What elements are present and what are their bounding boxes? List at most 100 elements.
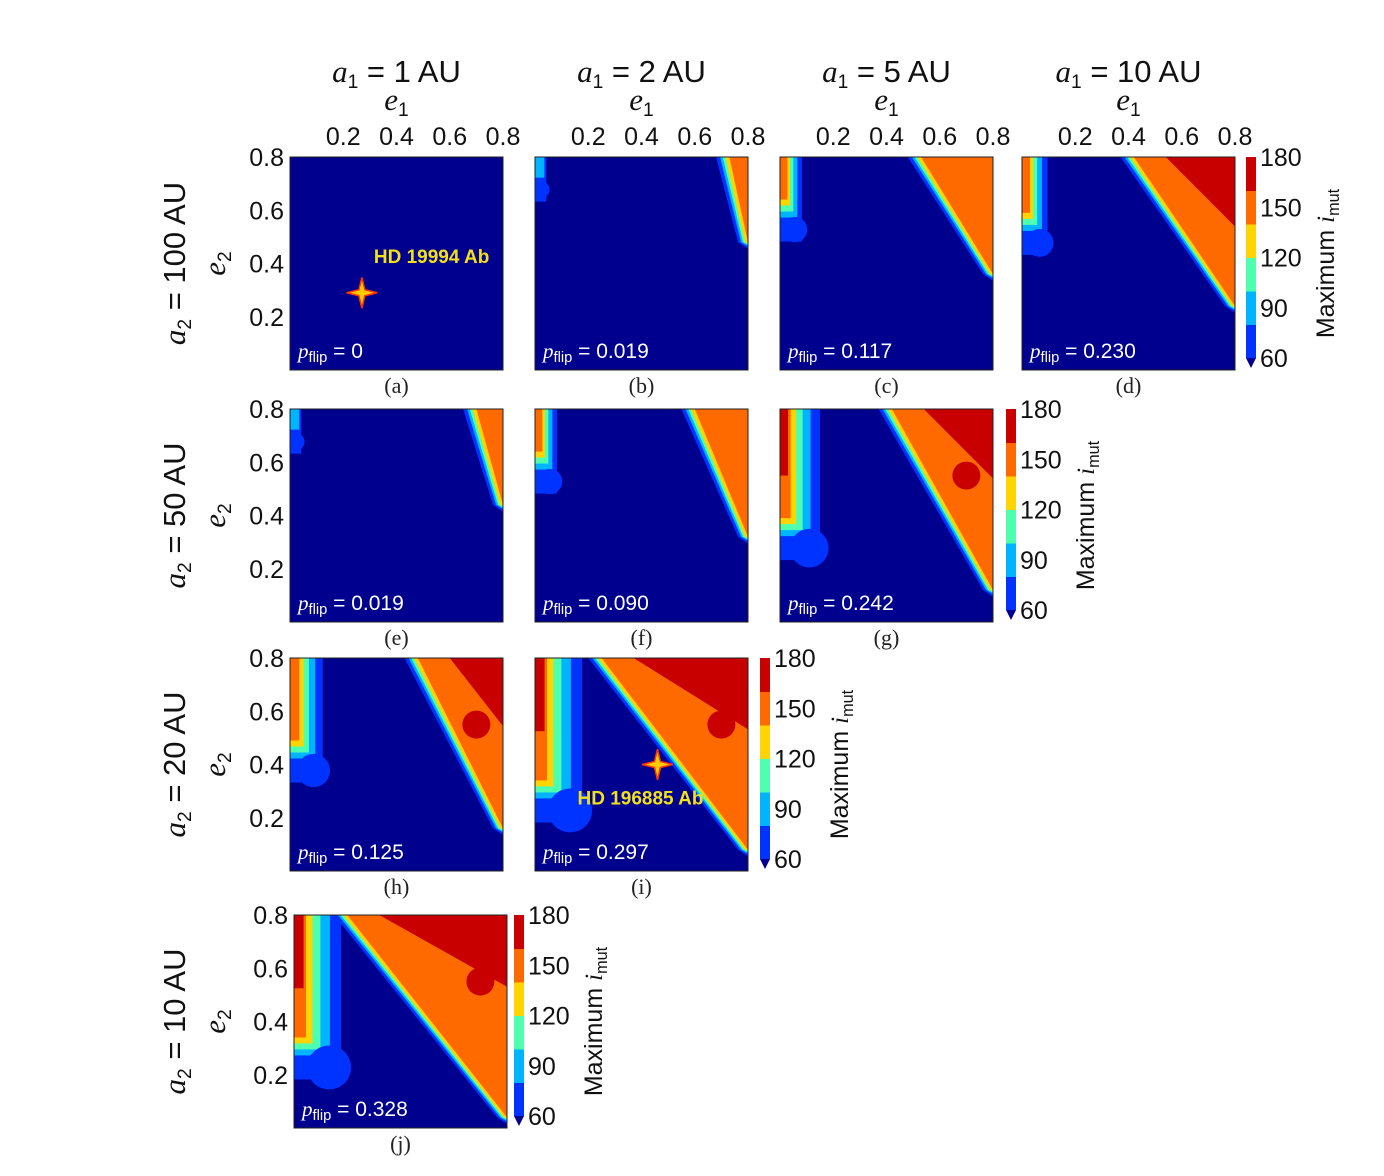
colorbar-segment: [1246, 291, 1256, 325]
colorbar-segment: [514, 948, 524, 983]
y-tick-label: 0.4: [249, 251, 284, 279]
y-axis-label-4: e2: [197, 1009, 236, 1033]
heatmap-region: [780, 409, 788, 476]
colorbar-tick-label: 150: [1260, 194, 1302, 222]
heatmap-region: [789, 528, 829, 568]
colorbar-tick-label: 180: [1020, 396, 1062, 424]
colorbar-tick-label: 180: [1260, 144, 1302, 172]
y-tick-label: 0.6: [249, 449, 284, 477]
panel-frame: [534, 657, 749, 872]
x-tick-label: 0.8: [486, 123, 521, 151]
colorbar-tick-label: 150: [1020, 446, 1062, 474]
panel-e: pflip = 0.019 (e): [289, 408, 504, 650]
panel-i: pflip = 0.297 HD 196885 Ab (i): [534, 657, 749, 899]
y-tick-label: 0.6: [253, 955, 288, 983]
heatmap-region: [476, 409, 503, 505]
colorbar-tick-label: 60: [1260, 345, 1288, 373]
heatmap-region: [379, 915, 507, 987]
heatmap-region: [1022, 157, 1030, 213]
colorbar-tick-label: 180: [528, 902, 570, 930]
heatmap-region: [536, 468, 563, 495]
colorbar-1: 180 150 120 90 60 Maximum imut: [1246, 144, 1343, 373]
heatmap-region: [535, 157, 545, 178]
pflip-label: pflip = 0.230: [1028, 339, 1136, 366]
y-tick-label: 0.4: [249, 752, 284, 780]
panel-frame: [779, 156, 994, 371]
panel-caption: (f): [631, 625, 653, 650]
heatmap-region: [952, 461, 981, 490]
colorbar-segment: [760, 792, 770, 826]
pflip-label: pflip = 0: [296, 339, 363, 366]
colorbar-title: Maximum imut: [580, 946, 611, 1096]
heatmap-region: [290, 409, 302, 454]
panel-caption: (h): [384, 874, 410, 899]
column-title-4: a1 = 10 AU: [1056, 54, 1202, 93]
row-title-3: a2 = 20 AU: [157, 692, 196, 838]
panel-d: pflip = 0.230 (d): [1021, 156, 1236, 398]
colorbar-tick-label: 90: [1260, 295, 1288, 323]
colorbar-tick-label: 60: [1020, 597, 1048, 625]
colorbar-tick-label: 150: [774, 695, 816, 723]
panel-frame: [289, 657, 504, 872]
heatmap-region: [1165, 157, 1235, 227]
panel-g: pflip = 0.242 (g): [779, 408, 994, 650]
y-tick-label: 0.8: [249, 645, 284, 673]
heatmap-region: [967, 423, 992, 448]
panel-caption: (b): [629, 373, 655, 398]
y-tick-label: 0.2: [249, 556, 284, 584]
y-tick-label: 0.4: [253, 1009, 288, 1037]
column-title-1: a1 = 1 AU: [332, 54, 461, 93]
heatmap-region: [891, 409, 993, 591]
heatmap-region: [781, 216, 808, 243]
x-tick-label: 0.4: [869, 123, 904, 151]
colorbar-segment: [1006, 509, 1016, 544]
colorbar-extend-arrow: [514, 1116, 524, 1126]
heatmap-region: [694, 409, 748, 537]
heatmap-region: [633, 658, 748, 730]
heatmap-background: [290, 157, 503, 370]
colorbar-segment: [514, 915, 524, 949]
pflip-label: pflip = 0.328: [300, 1097, 408, 1124]
pflip-label: pflip = 0.090: [541, 591, 649, 618]
pflip-label: pflip = 0.117: [786, 339, 892, 366]
panel-h: pflip = 0.125 (h): [289, 657, 504, 899]
colorbar-3: 180 150 120 90 60 Maximum imut: [760, 645, 857, 874]
colorbar-extend-arrow: [760, 859, 770, 869]
x-tick-label: 0.8: [976, 123, 1011, 151]
heatmap-region: [481, 929, 506, 954]
colorbar-tick-label: 120: [774, 746, 816, 774]
row-title-2: a2 = 50 AU: [157, 443, 196, 589]
y-tick-label: 0.8: [253, 902, 288, 930]
colorbar-segment: [514, 1082, 524, 1117]
star-marker: [641, 748, 674, 781]
colorbar-segment: [1246, 190, 1256, 225]
x-tick-label: 0.6: [677, 123, 712, 151]
colorbar-tick-label: 60: [528, 1103, 556, 1131]
pflip-label: pflip = 0.019: [541, 339, 649, 366]
row-title-4: a2 = 10 AU: [157, 949, 196, 1095]
y-tick-label: 0.8: [249, 144, 284, 172]
heatmap-region: [729, 157, 748, 243]
colorbar-segment: [1246, 324, 1256, 359]
x-tick-label: 0.8: [1218, 123, 1253, 151]
colorbar-tick-label: 120: [528, 1003, 570, 1031]
heatmap-background: [290, 409, 503, 622]
colorbar-segment: [760, 725, 770, 759]
heatmap-region: [707, 710, 736, 739]
panel-frame: [779, 408, 994, 623]
colorbar-tick-label: 120: [1260, 245, 1302, 273]
colorbar-segment: [1006, 409, 1016, 443]
colorbar-segment: [514, 1015, 524, 1050]
y-axis-label-1: e2: [197, 251, 236, 275]
pflip-label: pflip = 0.242: [786, 591, 894, 618]
panel-frame: [534, 408, 749, 623]
x-tick-label: 0.6: [922, 123, 957, 151]
heatmap-region: [296, 753, 331, 788]
colorbar-segment: [1006, 442, 1016, 477]
y-tick-label: 0.6: [249, 698, 284, 726]
panel-frame: [289, 408, 504, 623]
heatmap-region: [477, 672, 502, 697]
colorbar-title: Maximum imut: [1072, 440, 1103, 590]
heatmap-region: [417, 658, 503, 829]
